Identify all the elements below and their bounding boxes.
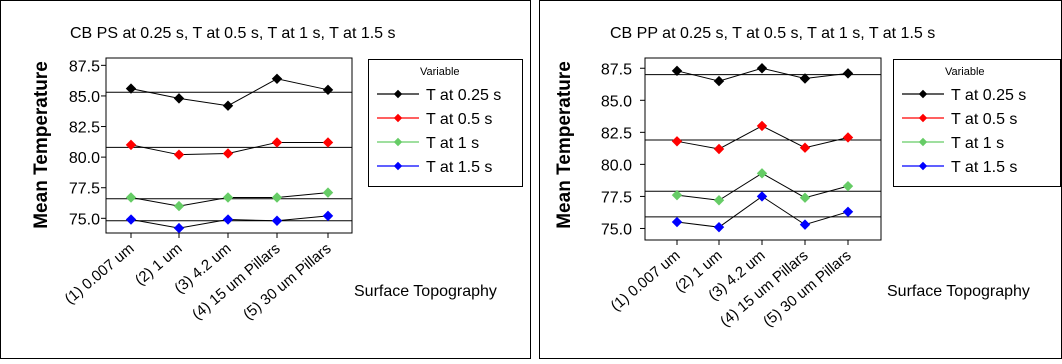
legend-swatch-marker	[393, 113, 403, 123]
data-point	[271, 137, 283, 148]
chart-panel-1: CB PS at 0.25 s, T at 0.5 s, T at 1 s, T…	[0, 0, 531, 359]
legend-swatch-marker	[918, 89, 928, 99]
y-tick-label: 82.5	[601, 125, 632, 142]
data-point	[271, 73, 283, 85]
legend-label: T at 0.25 s	[426, 87, 501, 104]
y-tick-label: 87.5	[69, 58, 100, 75]
data-point	[671, 216, 683, 228]
legend-label: T at 1.5 s	[426, 159, 492, 176]
data-point	[222, 192, 234, 203]
legend-label: T at 0.5 s	[951, 111, 1017, 128]
data-point	[799, 219, 811, 230]
data-point	[322, 187, 334, 198]
data-point	[222, 148, 234, 159]
x-axis-label: Surface Topography	[354, 283, 497, 300]
data-point	[173, 149, 185, 160]
legend: Variable T at 0.25 s T at 0.5 s T at 1 s T a…	[368, 59, 523, 187]
y-tick-label: 77.5	[69, 181, 100, 198]
y-tick-label: 85.0	[69, 89, 100, 106]
data-point	[713, 75, 725, 87]
y-axis-label: Mean Temperature	[31, 61, 52, 229]
legend-label: T at 1.5 s	[951, 159, 1017, 176]
legend-label: T at 0.25 s	[951, 87, 1026, 104]
data-point	[125, 83, 137, 94]
legend-swatch-marker	[918, 161, 928, 171]
data-point	[222, 100, 234, 111]
legend-label: T at 1 s	[426, 135, 479, 152]
data-point	[125, 192, 137, 203]
data-point	[322, 137, 334, 148]
legend-swatch-marker	[393, 89, 403, 99]
data-point	[222, 214, 234, 225]
y-tick-label: 85.0	[601, 93, 632, 110]
data-point	[173, 200, 185, 212]
legend-swatch-marker	[393, 137, 403, 147]
data-point	[842, 132, 854, 143]
data-point	[799, 73, 811, 84]
chart-panel-2: CB PP at 0.25 s, T at 0.5 s, T at 1 s, T…	[539, 0, 1062, 359]
y-tick-label: 75.0	[601, 221, 632, 238]
y-tick-label: 75.0	[69, 211, 100, 228]
data-point	[671, 189, 683, 201]
data-point	[271, 192, 283, 203]
data-point	[125, 139, 137, 151]
y-tick-label: 77.5	[601, 189, 632, 206]
legend-swatch-marker	[918, 113, 928, 123]
data-point	[671, 136, 683, 147]
chart-title: CB PP at 0.25 s, T at 0.5 s, T at 1 s, T…	[610, 25, 935, 42]
data-point	[322, 210, 334, 222]
legend-label: T at 1 s	[951, 135, 1004, 152]
data-point	[271, 215, 283, 226]
data-point	[173, 93, 185, 104]
legend-title: Variable	[945, 66, 985, 78]
legend: Variable T at 0.25 s T at 0.5 s T at 1 s T a…	[893, 59, 1061, 187]
data-point	[713, 143, 725, 155]
data-point	[713, 221, 725, 233]
x-axis-label: Surface Topography	[887, 283, 1030, 300]
y-tick-label: 80.0	[601, 157, 632, 174]
y-tick-label: 80.0	[69, 150, 100, 167]
legend-swatch-marker	[918, 137, 928, 147]
data-point	[756, 168, 768, 179]
data-point	[322, 84, 334, 96]
data-point	[671, 65, 683, 77]
data-point	[799, 192, 811, 203]
data-point	[756, 191, 768, 202]
data-point	[842, 68, 854, 79]
data-point	[713, 195, 725, 206]
data-point	[756, 120, 768, 132]
data-point	[842, 206, 854, 218]
legend-title: Variable	[420, 66, 460, 78]
y-tick-label: 82.5	[69, 120, 100, 137]
y-axis-label: Mean Temperature	[554, 61, 575, 229]
legend-label: T at 0.5 s	[426, 111, 492, 128]
data-point	[799, 142, 811, 153]
data-point	[125, 214, 137, 225]
data-point	[173, 222, 185, 234]
data-point	[756, 63, 768, 74]
legend-frame	[368, 59, 523, 187]
data-point	[842, 180, 854, 192]
plot-area	[644, 57, 882, 241]
legend-swatch-marker	[393, 161, 403, 171]
plot-area	[105, 57, 353, 234]
chart-title: CB PS at 0.25 s, T at 0.5 s, T at 1 s, T…	[70, 25, 396, 42]
y-tick-label: 87.5	[601, 61, 632, 78]
